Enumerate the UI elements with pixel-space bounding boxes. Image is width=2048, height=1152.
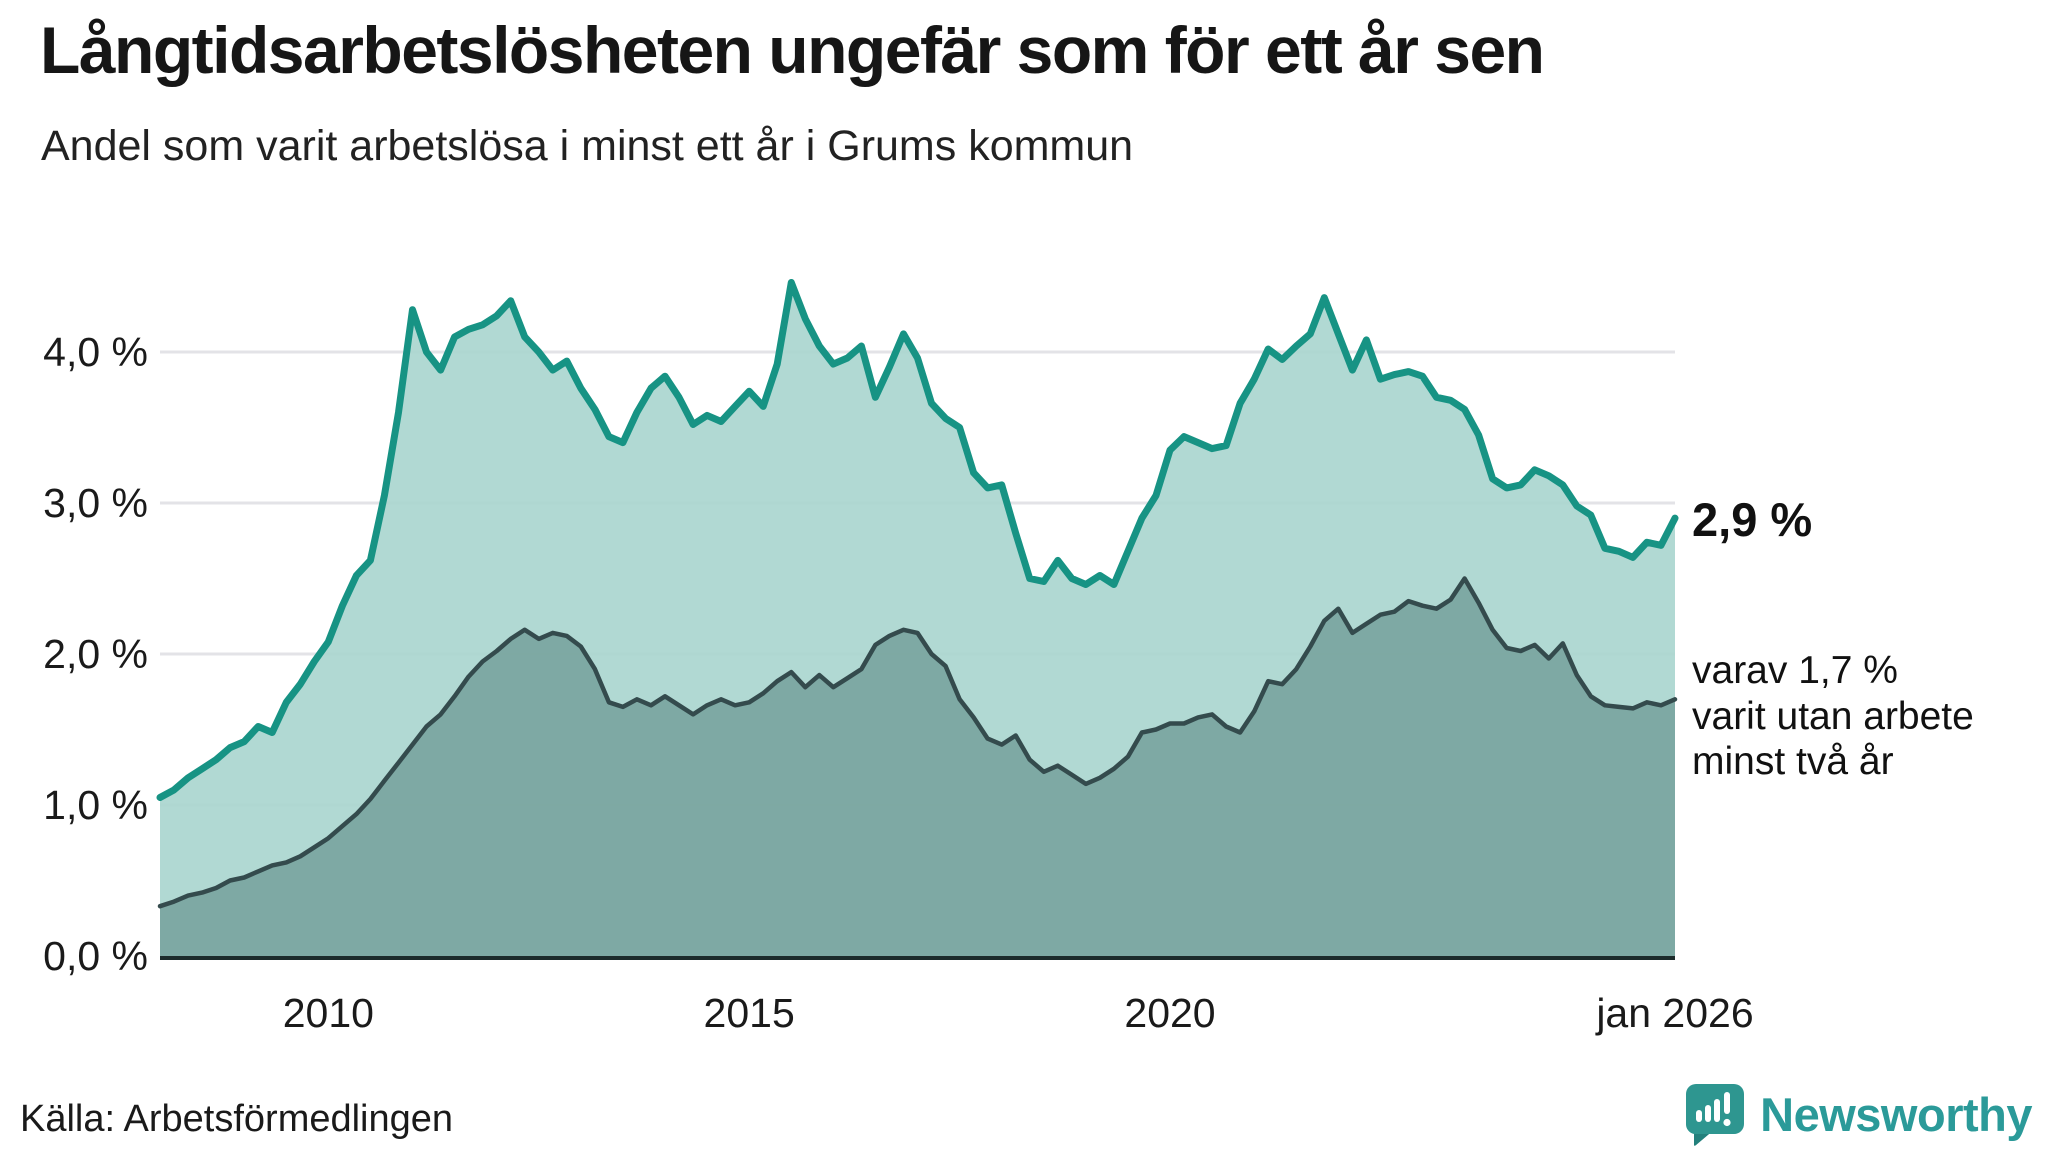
y-tick-label: 2,0 % <box>43 631 148 677</box>
area-unemployed-2yr <box>160 578 1675 956</box>
secondary-series-label: varav 1,7 % varit utan arbete minst två … <box>1692 648 2048 785</box>
newsworthy-logo-text: Newsworthy <box>1760 1087 2032 1141</box>
secondary-series-label-line2: varit utan arbete <box>1692 694 1974 738</box>
x-tick-label: 2015 <box>703 990 795 1036</box>
y-tick-label: 3,0 % <box>43 480 148 526</box>
line-unemployed-1yr <box>156 279 1679 801</box>
secondary-series-label-line3: minst två år <box>1692 740 1894 784</box>
x-tick-label: 2020 <box>1124 990 1216 1036</box>
newsworthy-chart-bubble-icon <box>1684 1082 1746 1146</box>
secondary-series-label-line1: varav 1,7 % <box>1692 649 1898 692</box>
source-attribution: Källa: Arbetsförmedlingen <box>20 1098 454 1140</box>
x-tick-label: jan 2026 <box>1596 990 1754 1036</box>
series-end-value-label: 2,9 % <box>1692 493 1813 546</box>
bubble-tail-shade <box>1694 1134 1710 1146</box>
x-tick-label: 2010 <box>282 990 374 1036</box>
page-title: Långtidsarbetslösheten ungefär som för e… <box>40 13 1545 87</box>
newsworthy-logo: Newsworthy <box>1684 1082 2032 1146</box>
y-tick-label: 1,0 % <box>43 782 148 828</box>
line-unemployed-2yr <box>157 576 1678 909</box>
y-tick-label: 4,0 % <box>43 329 148 375</box>
y-tick-label: 0,0 % <box>43 933 148 979</box>
page-subtitle: Andel som varit arbetslösa i minst ett å… <box>41 122 1134 170</box>
